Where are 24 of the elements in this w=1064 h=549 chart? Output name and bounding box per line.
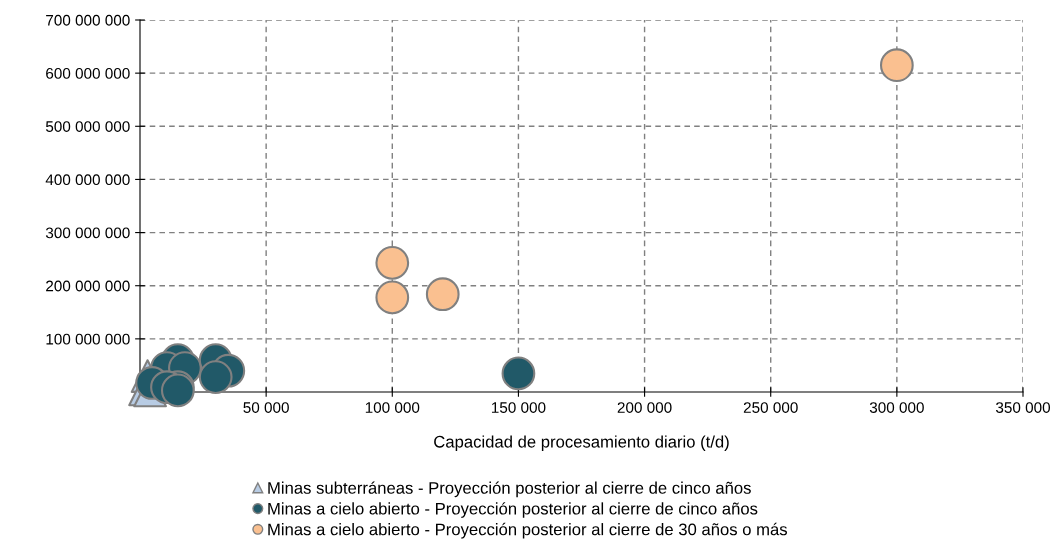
y-tick-label: 200 000 000 bbox=[46, 280, 130, 292]
x-tick-label: 200 000 bbox=[617, 402, 672, 413]
legend-label: Minas a cielo abierto - Proyección posterior al cierre de 30 años o más bbox=[268, 522, 787, 539]
x-tick-label: 250 000 bbox=[743, 402, 798, 413]
x-tick-label: 150 000 bbox=[491, 402, 546, 413]
x-tick-label: 350 000 bbox=[995, 402, 1051, 413]
y-tick-label: 400 000 000 bbox=[45, 174, 130, 186]
y-tick-label: 300 000 000 bbox=[45, 227, 130, 239]
y-tick-label: 600 000 000 bbox=[46, 68, 130, 79]
x-axis-title: Capacidad de procesamiento diario (t/d) bbox=[434, 435, 729, 451]
y-tick-label: 700 000 000 bbox=[46, 14, 130, 26]
point bbox=[879, 48, 914, 83]
x-tick-label: 300 000 bbox=[869, 402, 924, 413]
x-tick-label: 100 000 bbox=[365, 402, 420, 413]
legend-label: Minas subterráneas - Proyección posterior al cierre de cinco años bbox=[268, 481, 751, 498]
point bbox=[375, 245, 410, 280]
x-tick-label: 50 000 bbox=[243, 402, 289, 413]
legend-label: Minas a cielo abierto - Proyección posterior al cierre de cinco años bbox=[268, 502, 758, 518]
point bbox=[425, 277, 460, 312]
point bbox=[375, 280, 410, 315]
y-tick-label: 500 000 000 bbox=[45, 121, 130, 132]
y-tick-label: 100 000 000 bbox=[46, 333, 130, 345]
point bbox=[501, 356, 536, 391]
point bbox=[198, 360, 233, 394]
